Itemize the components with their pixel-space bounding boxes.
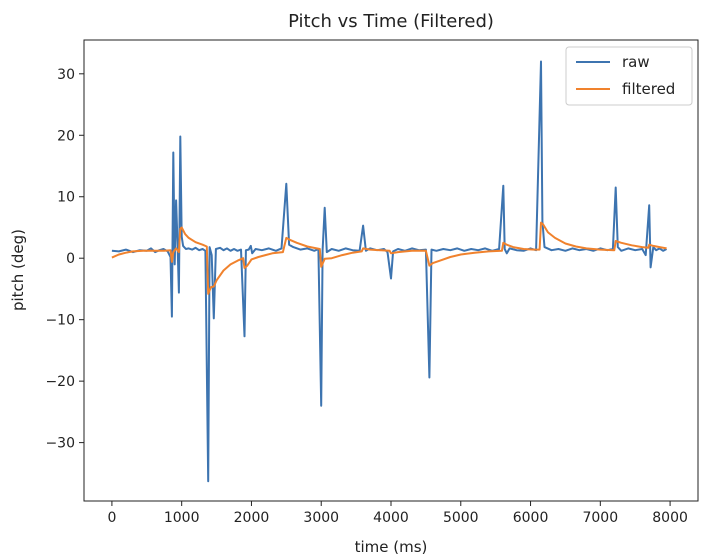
y-axis-label: pitch (deg) bbox=[9, 229, 27, 311]
y-tick-label: 20 bbox=[57, 128, 75, 144]
x-tick-label: 3000 bbox=[303, 510, 339, 526]
legend-label-raw: raw bbox=[622, 53, 650, 71]
y-tick-label: 0 bbox=[66, 251, 75, 267]
plot-area: 0 1000 2000 3000 4000 5000 6000 7000 8000 −30 −20… bbox=[45, 39, 699, 526]
y-ticks: −30 −20 −10 0 10 20 30 bbox=[45, 67, 84, 452]
series-lines bbox=[111, 60, 668, 483]
x-tick-label: 6000 bbox=[513, 510, 549, 526]
x-tick-label: 4000 bbox=[373, 510, 409, 526]
y-tick-label: 10 bbox=[57, 190, 75, 206]
y-tick-label: −10 bbox=[45, 313, 75, 329]
series-line-filtered bbox=[111, 221, 667, 295]
x-tick-label: 7000 bbox=[582, 510, 618, 526]
y-tick-label: 30 bbox=[57, 67, 75, 83]
series-line-raw bbox=[111, 60, 668, 483]
y-tick-label: −20 bbox=[45, 374, 75, 390]
chart-title: Pitch vs Time (Filtered) bbox=[288, 11, 494, 32]
x-tick-label: 2000 bbox=[234, 510, 270, 526]
legend-label-filtered: filtered bbox=[622, 80, 675, 98]
y-tick-label: −30 bbox=[45, 436, 75, 452]
x-tick-label: 0 bbox=[107, 510, 116, 526]
x-tick-label: 8000 bbox=[652, 510, 688, 526]
x-tick-label: 5000 bbox=[443, 510, 479, 526]
x-tick-label: 1000 bbox=[164, 510, 200, 526]
x-axis-label: time (ms) bbox=[355, 538, 428, 556]
legend: raw filtered bbox=[565, 46, 693, 106]
x-ticks: 0 1000 2000 3000 4000 5000 6000 7000 8000 bbox=[107, 501, 688, 526]
